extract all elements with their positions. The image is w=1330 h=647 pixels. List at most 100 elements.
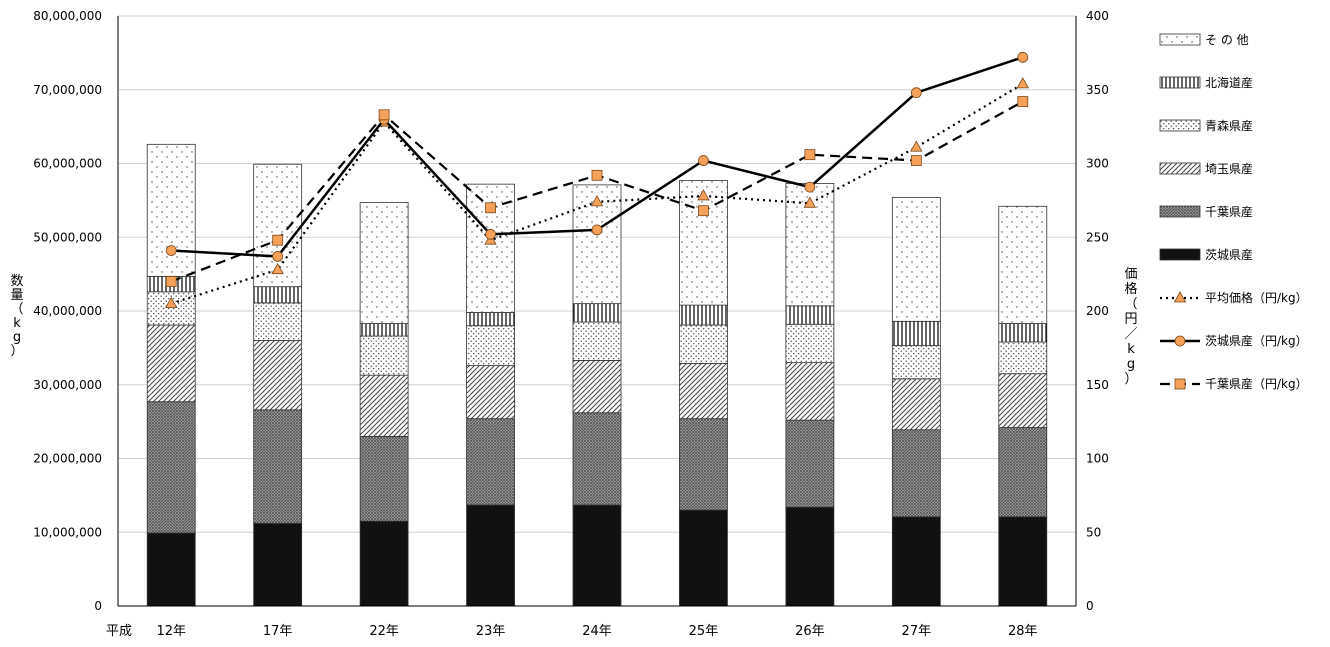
legend-label: 平均価格（円/kg） <box>1205 290 1308 305</box>
y-tick-label: 80,000,000 <box>33 9 102 23</box>
bar-segment <box>572 504 622 607</box>
line-point <box>165 245 177 256</box>
legend-label: 青森県産 <box>1205 118 1253 133</box>
line-point <box>272 251 284 262</box>
y2-tick-label: 350 <box>1086 83 1109 97</box>
line-point <box>165 296 178 309</box>
x-tick-label: 28年 <box>1008 624 1038 639</box>
bar-segment <box>785 506 835 607</box>
legend-label: 北海道産 <box>1205 75 1253 90</box>
bar-segment <box>679 324 728 364</box>
x-tick-label: 22年 <box>369 624 399 639</box>
bar-segment <box>891 345 941 380</box>
bar-segment <box>146 532 196 607</box>
bar-segment <box>253 523 303 607</box>
legend-item: 青森県産 <box>1159 118 1253 133</box>
bar-segment <box>146 324 196 403</box>
bar-segment <box>466 504 515 607</box>
legend-label: 茨城県産（円/kg） <box>1205 333 1308 348</box>
line-point <box>272 234 284 246</box>
tick-labels: 0 0 10,000,000 50 20,000,000 100 30,000,000 150… <box>33 9 1109 639</box>
bar-segment <box>679 362 728 420</box>
bar-segment <box>891 429 941 518</box>
y2-tick-label: 100 <box>1086 452 1109 466</box>
y2-tick-label: 400 <box>1086 9 1109 23</box>
bar-segment <box>998 205 1048 324</box>
bar-segment <box>146 401 196 534</box>
y2-axis-label: 価格（円／ k g） <box>1124 267 1137 387</box>
legend-label: 千葉県産（円/kg） <box>1205 376 1308 391</box>
axes <box>117 16 1077 607</box>
bar-segment <box>998 323 1048 343</box>
y-tick-label: 20,000,000 <box>33 452 102 466</box>
legend-swatch <box>1159 76 1201 89</box>
y-tick-label: 40,000,000 <box>33 304 102 318</box>
legend-item: そ の 他 <box>1159 33 1249 47</box>
bar-segment <box>785 305 835 325</box>
bar-segment <box>785 419 835 508</box>
bar-segment <box>359 335 409 376</box>
line-point <box>804 181 816 193</box>
line-point <box>271 262 284 275</box>
bar-segment <box>572 412 622 506</box>
line-point <box>1016 77 1029 89</box>
y2-tick-label: 150 <box>1086 378 1109 392</box>
bar-segment <box>359 374 409 437</box>
bars <box>146 143 1048 607</box>
bar-segment <box>891 378 941 431</box>
price-lines <box>165 51 1029 309</box>
line-point <box>697 189 710 201</box>
legend-item: 平均価格（円/kg） <box>1160 290 1308 305</box>
x-tick-label: 23年 <box>476 624 506 639</box>
bar-segment <box>359 520 409 607</box>
bar-segment <box>998 373 1048 428</box>
y-tick-label: 60,000,000 <box>33 157 102 171</box>
category-prefix: 平成 <box>106 624 132 639</box>
legend-marker <box>1173 291 1187 303</box>
x-tick-label: 12年 <box>156 624 186 639</box>
bar-segment <box>679 418 728 511</box>
x-tick-label: 27年 <box>902 624 932 639</box>
y2-tick-label: 0 <box>1086 599 1094 613</box>
y2-tick-label: 200 <box>1086 304 1109 318</box>
y-tick-label: 30,000,000 <box>33 378 102 392</box>
line-point <box>591 169 603 181</box>
bar-segment <box>253 409 303 524</box>
line-point <box>378 109 390 121</box>
line-point <box>590 195 604 207</box>
legend-label: 埼玉県産 <box>1205 161 1253 176</box>
x-tick-label: 25年 <box>689 624 719 639</box>
bar-segment <box>572 303 622 323</box>
line-point <box>698 205 709 217</box>
legend-swatch <box>1159 33 1201 46</box>
line-point <box>910 87 922 99</box>
y-tick-label: 10,000,000 <box>33 525 102 539</box>
bar-segment <box>466 325 515 366</box>
legend-label: 茨城県産 <box>1205 247 1253 262</box>
y-tick-label: 70,000,000 <box>33 83 102 97</box>
line-point <box>1017 96 1029 107</box>
x-tick-label: 26年 <box>795 624 825 639</box>
legend-item: 埼玉県産 <box>1159 161 1253 176</box>
bar-segment <box>572 360 622 414</box>
line-point <box>485 228 496 240</box>
y-tick-label: 0 <box>94 599 102 613</box>
legend-label: そ の 他 <box>1205 33 1249 47</box>
bar-segment <box>253 340 303 411</box>
bar-segment <box>253 302 303 341</box>
legend-item: 北海道産 <box>1159 75 1253 90</box>
legend-swatch <box>1159 248 1201 261</box>
line-point <box>698 155 709 166</box>
legend-label: 千葉県産 <box>1205 204 1253 219</box>
y2-tick-label: 250 <box>1086 230 1109 244</box>
bar-segment <box>572 321 622 361</box>
line-point <box>1017 51 1029 63</box>
legend-item: 千葉県産 <box>1159 204 1253 219</box>
legend-swatch <box>1159 205 1201 218</box>
legend-item: 茨城県産 <box>1159 247 1253 262</box>
legend-marker <box>1174 378 1186 390</box>
bar-segment <box>891 197 941 322</box>
bar-segment <box>253 286 303 304</box>
